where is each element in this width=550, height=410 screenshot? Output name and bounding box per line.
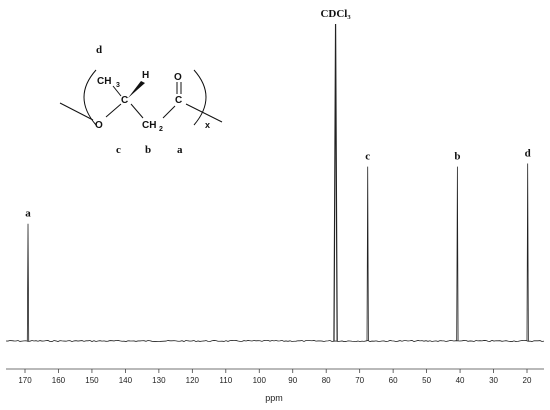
atom-c2: C [175, 95, 182, 106]
structure-letter-d: d [96, 44, 102, 56]
spectrum-peaks [26, 23, 529, 342]
spectrum-baseline [5, 339, 545, 343]
atom-h: H [142, 70, 149, 81]
polymer-structure: CH 3 H C O CH 2 C O x d c b a [59, 44, 223, 156]
structure-letter-a: a [177, 144, 183, 156]
bond-c1-ch3 [112, 85, 122, 97]
structure-letter-c: c [116, 144, 121, 156]
x-tick-label-60: 60 [389, 376, 398, 385]
peak-labels: a CDCl₃ c b d [25, 8, 530, 220]
x-tick-label-110: 110 [219, 376, 232, 385]
x-axis-label: ppm [265, 393, 283, 403]
x-tick-label-80: 80 [322, 376, 331, 385]
x-tick-label-70: 70 [355, 376, 364, 385]
peak-3 [456, 166, 459, 342]
x-tick-label-100: 100 [253, 376, 267, 385]
x-tick-label-130: 130 [152, 376, 166, 385]
x-tick-label-90: 90 [288, 376, 297, 385]
bond-right-end [185, 103, 223, 123]
peak-label-0: a [25, 208, 31, 220]
atom-o-carbonyl: O [174, 72, 182, 83]
bond-c1-h-wedge [128, 81, 145, 98]
peak-label-2: c [365, 151, 370, 163]
x-tick-label-170: 170 [18, 376, 32, 385]
peak-1 [333, 23, 338, 342]
x-tick-label-120: 120 [186, 376, 200, 385]
x-tick-label-140: 140 [119, 376, 133, 385]
atom-c1: C [121, 95, 128, 106]
peak-2 [366, 166, 369, 342]
bond-left-end [59, 102, 94, 121]
x-tick-label-50: 50 [422, 376, 431, 385]
atom-ch3: CH [97, 76, 111, 87]
atom-o-ester: O [95, 120, 103, 131]
peak-4 [526, 163, 529, 342]
atom-ch2: CH [142, 120, 156, 131]
bond-o-c1 [105, 103, 122, 118]
atom-ch2-subscript: 2 [159, 126, 163, 133]
peak-label-4: d [525, 147, 531, 159]
x-tick-label-20: 20 [523, 376, 532, 385]
repeat-unit-x: x [205, 120, 210, 130]
bond-ch2-c2 [162, 105, 176, 119]
bond-c1-ch2 [130, 103, 144, 119]
x-tick-label-160: 160 [52, 376, 66, 385]
x-tick-label-40: 40 [456, 376, 465, 385]
x-tick-label-150: 150 [85, 376, 99, 385]
peak-0 [26, 223, 30, 342]
structure-letter-b: b [145, 144, 151, 156]
peak-label-1: CDCl₃ [320, 8, 351, 20]
atom-ch3-subscript: 3 [116, 82, 120, 89]
peak-label-3: b [454, 151, 460, 163]
right-bracket [193, 69, 207, 126]
x-axis-ticks: 170 160 150 140 130 120 110 100 90 80 70 60 50 40 30 20 [18, 369, 532, 385]
x-tick-label-30: 30 [489, 376, 498, 385]
